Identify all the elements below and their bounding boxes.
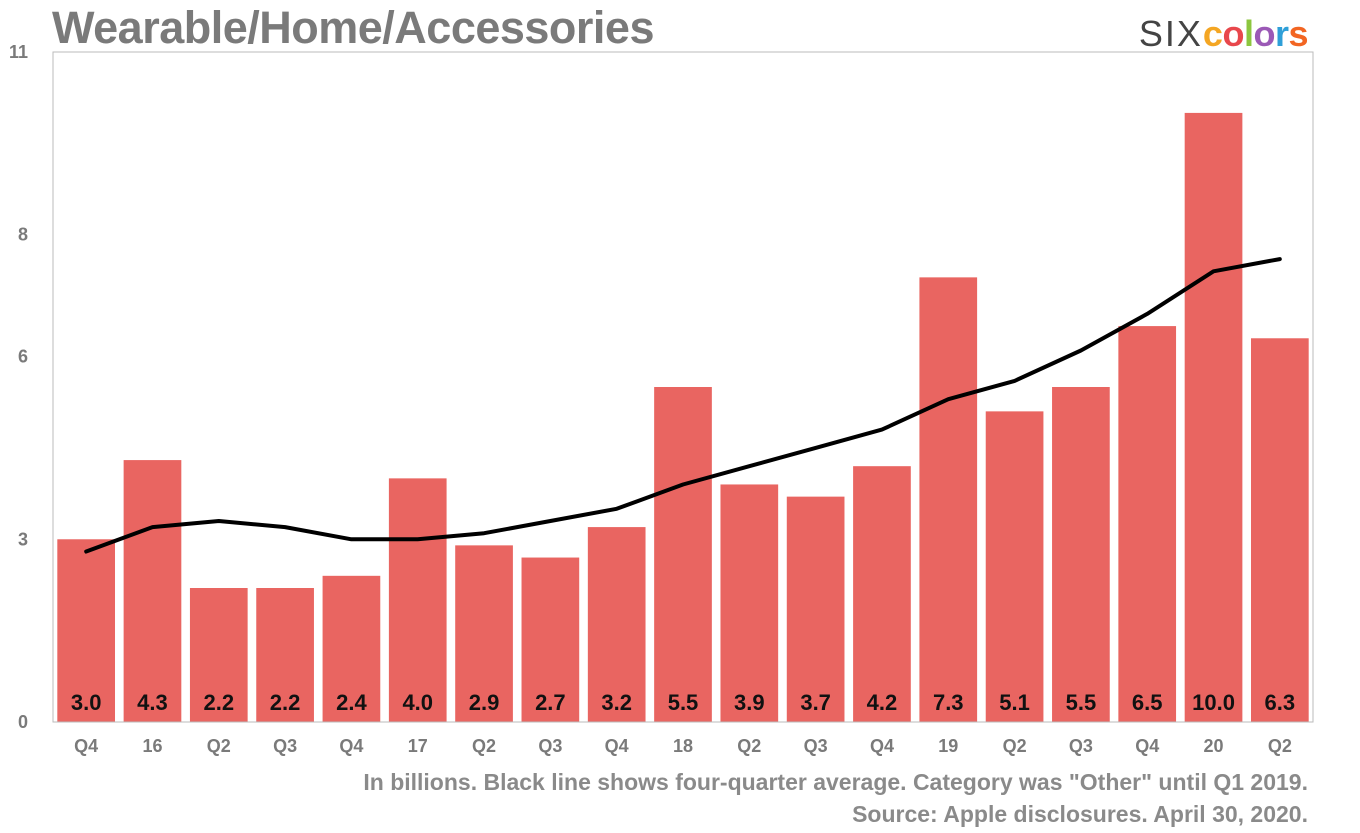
logo-letter: r [1274, 13, 1289, 54]
y-tick-label: 8 [18, 225, 28, 245]
bar [1118, 326, 1177, 722]
logo-prefix: SIX [1138, 13, 1203, 54]
y-tick-label: 11 [9, 42, 28, 62]
x-tick-label: Q2 [472, 736, 496, 756]
data-label: 4.2 [867, 690, 898, 715]
x-tick-label: Q4 [870, 736, 894, 756]
data-label: 2.2 [203, 690, 234, 715]
bar [720, 484, 779, 722]
logo-letter: o [1222, 13, 1244, 54]
x-tick-label: Q4 [74, 736, 98, 756]
x-tick-label: Q4 [605, 736, 629, 756]
data-label: 3.9 [734, 690, 765, 715]
x-tick-label: 17 [408, 736, 428, 756]
data-label: 6.5 [1132, 690, 1163, 715]
bar [853, 466, 911, 722]
bar [455, 545, 513, 722]
footnote-line-2: Source: Apple disclosures. April 30, 202… [852, 801, 1308, 827]
x-tick-label: 18 [673, 736, 693, 756]
bar [189, 588, 248, 722]
data-label: 2.2 [270, 690, 301, 715]
bar [388, 478, 447, 722]
logo-letter: l [1243, 13, 1254, 54]
data-label: 3.2 [601, 690, 632, 715]
bar [521, 557, 580, 722]
data-label: 3.7 [800, 690, 831, 715]
bar [1250, 338, 1309, 722]
data-label: 2.7 [535, 690, 566, 715]
logo-letter: s [1288, 13, 1308, 54]
x-tick-label: 19 [938, 736, 958, 756]
x-tick-label: Q4 [339, 736, 363, 756]
logo-letter: c [1202, 13, 1223, 54]
bar [654, 387, 712, 722]
sixcolors-logo: SIXcolors [1138, 12, 1309, 56]
data-label: 2.9 [469, 690, 500, 715]
x-tick-label: Q4 [1135, 736, 1159, 756]
average-line [84, 257, 1282, 554]
footnote-line-1: In billions. Black line shows four-quart… [363, 769, 1308, 795]
data-label: 3.0 [71, 690, 102, 715]
data-label: 6.3 [1265, 690, 1296, 715]
data-label: 5.5 [1066, 690, 1097, 715]
bar [985, 411, 1044, 722]
x-tick-label: Q3 [804, 736, 828, 756]
data-label: 5.1 [999, 690, 1030, 715]
x-tick-label: Q3 [538, 736, 562, 756]
bar [57, 539, 116, 722]
x-tick-label: Q2 [1268, 736, 1292, 756]
bar [587, 527, 646, 722]
data-label: 2.4 [336, 690, 367, 715]
bar [123, 460, 182, 722]
bar [256, 588, 314, 722]
x-tick-label: Q3 [1069, 736, 1093, 756]
bar [322, 575, 381, 722]
data-label: 4.0 [402, 690, 433, 715]
plot-frame [52, 51, 1314, 723]
data-label: 10.0 [1192, 690, 1235, 715]
x-tick-label: 16 [142, 736, 162, 756]
x-tick-label: 20 [1204, 736, 1224, 756]
y-tick-label: 3 [18, 529, 28, 549]
x-tick-label: Q2 [207, 736, 231, 756]
logo-letter: o [1253, 13, 1275, 54]
bar [1052, 387, 1110, 722]
y-tick-label: 0 [18, 712, 28, 732]
x-tick-label: Q2 [1003, 736, 1027, 756]
data-label: 4.3 [137, 690, 168, 715]
x-tick-label: Q2 [737, 736, 761, 756]
data-label: 5.5 [668, 690, 699, 715]
chart-title: Wearable/Home/Accessories [52, 2, 655, 53]
bar [1184, 112, 1243, 723]
bar [919, 277, 978, 722]
logo-word: colors [1202, 13, 1309, 54]
y-tick-label: 6 [18, 347, 28, 367]
x-tick-label: Q3 [273, 736, 297, 756]
data-label: 7.3 [933, 690, 964, 715]
bar [786, 496, 845, 722]
